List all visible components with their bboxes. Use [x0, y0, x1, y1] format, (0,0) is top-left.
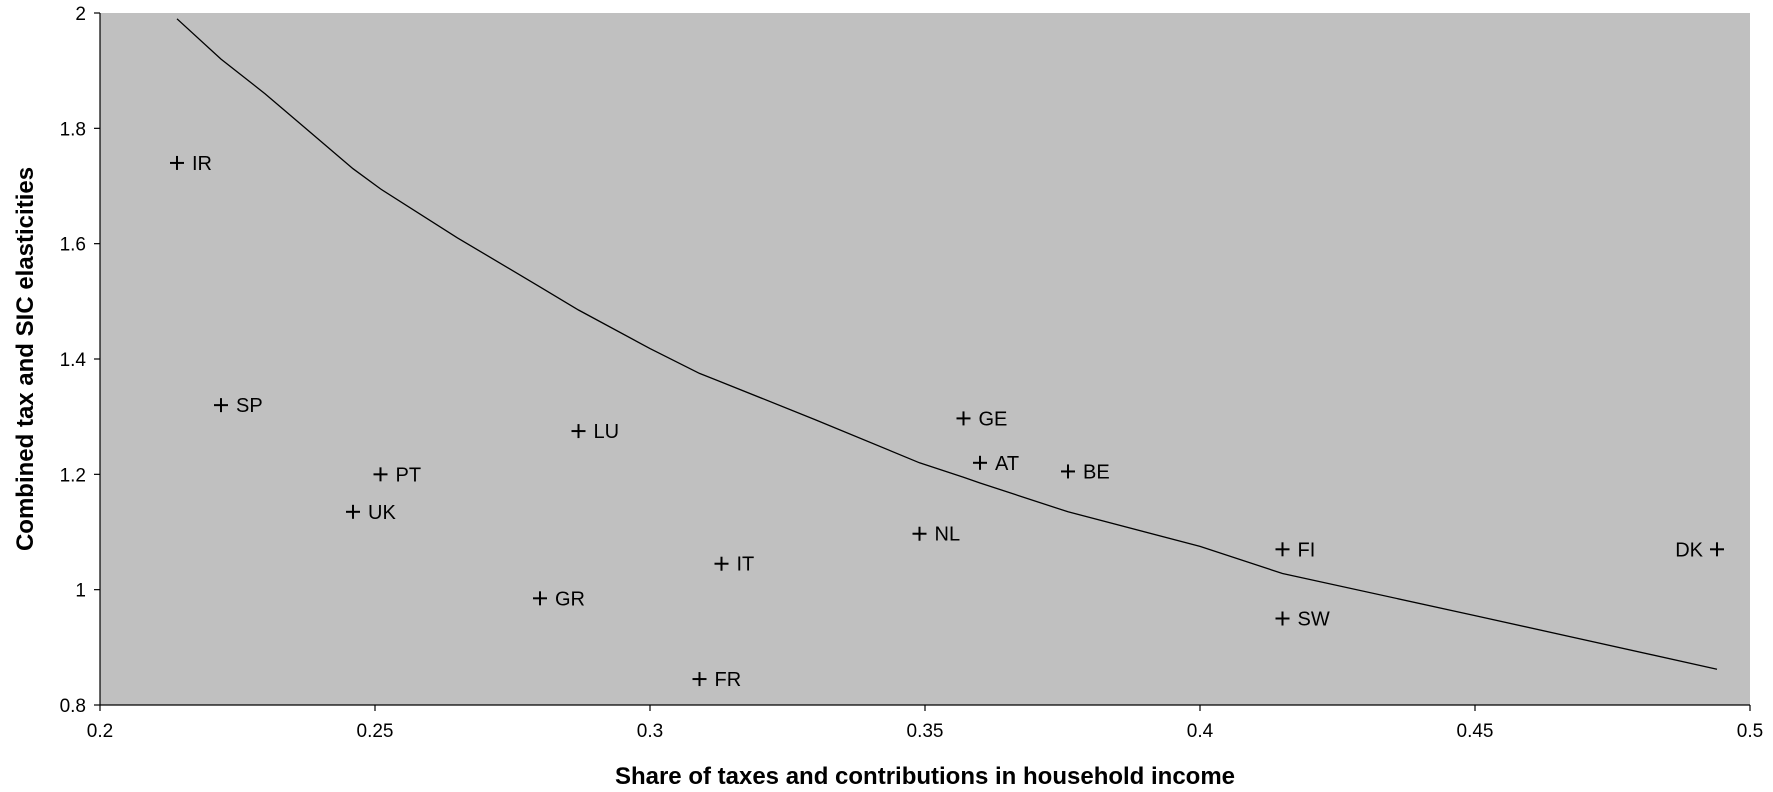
point-label: BE — [1083, 461, 1110, 483]
data-point-fr: FR — [692, 669, 742, 691]
x-tick-label: 0.3 — [637, 721, 663, 742]
y-tick-label: 1.2 — [60, 465, 86, 486]
trend-curve-layer — [176, 18, 1718, 670]
data-point-at: AT — [973, 453, 1019, 475]
data-point-sp: SP — [214, 395, 263, 417]
x-tick-label: 0.25 — [357, 721, 394, 742]
y-tick-label: 2 — [75, 4, 86, 25]
point-label: PT — [396, 464, 422, 486]
data-point-fi: FI — [1275, 539, 1316, 561]
data-point-dk: DK — [1675, 539, 1724, 561]
data-point-ir: IR — [170, 153, 212, 175]
point-label: UK — [368, 502, 396, 524]
point-label: SW — [1298, 609, 1330, 631]
point-label: IR — [192, 153, 212, 175]
y-tick-label: 1 — [75, 581, 86, 602]
y-axis-title: Combined tax and SIC elasticities — [12, 167, 39, 551]
x-tick-label: 0.4 — [1187, 721, 1214, 742]
x-tick-label: 0.2 — [87, 721, 113, 742]
x-tick-label: 0.5 — [1737, 721, 1763, 742]
data-point-ge: GE — [956, 408, 1008, 430]
data-point-sw: SW — [1275, 609, 1330, 631]
x-axis-title: Share of taxes and contributions in hous… — [615, 763, 1235, 790]
data-point-pt: PT — [373, 464, 422, 486]
y-tick-label: 1.8 — [60, 119, 86, 140]
data-point-it: IT — [714, 554, 755, 576]
point-label: LU — [594, 421, 620, 443]
y-tick-label: 0.8 — [60, 696, 86, 717]
point-label: FR — [715, 669, 742, 691]
data-point-gr: GR — [533, 588, 585, 610]
data-point-lu: LU — [571, 421, 620, 443]
plot-area — [100, 13, 1750, 705]
y-axis-ticks: 0.8 1 1.2 1.4 1.6 1.8 2 — [60, 4, 100, 717]
point-label: GR — [555, 588, 585, 610]
point-label: SP — [236, 395, 263, 417]
point-label: FI — [1298, 539, 1316, 561]
data-point-nl: NL — [912, 524, 961, 546]
data-point-uk: UK — [346, 502, 396, 524]
x-tick-label: 0.45 — [1457, 721, 1494, 742]
y-tick-label: 1.6 — [60, 235, 86, 256]
point-label: GE — [979, 408, 1008, 430]
x-tick-label: 0.35 — [907, 721, 944, 742]
point-label: AT — [995, 453, 1019, 475]
point-label: DK — [1675, 539, 1703, 561]
trend-curve — [176, 18, 1718, 670]
y-tick-label: 1.4 — [60, 350, 87, 371]
point-label: NL — [935, 524, 961, 546]
x-axis-ticks: 0.2 0.25 0.3 0.35 0.4 0.45 0.5 — [87, 705, 1763, 742]
data-point-be: BE — [1061, 461, 1110, 483]
point-label: IT — [737, 554, 755, 576]
